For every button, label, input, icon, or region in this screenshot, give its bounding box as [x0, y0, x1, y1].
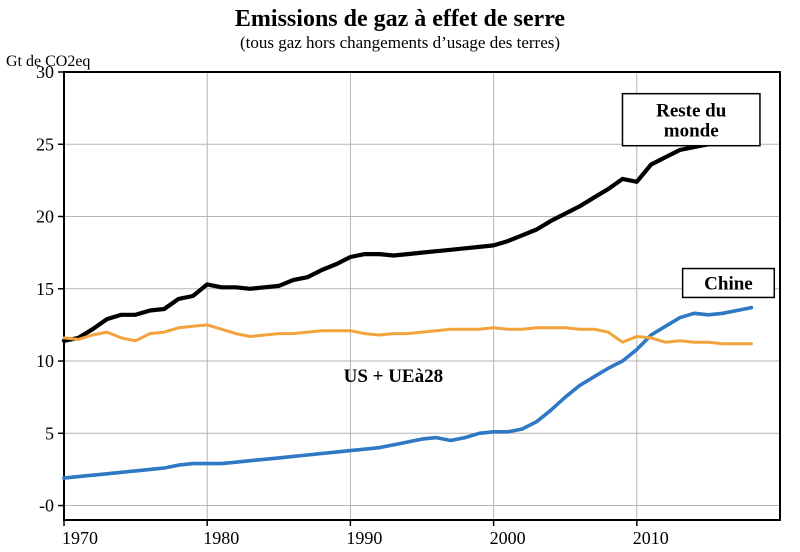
label-text-chine: Chine — [704, 274, 753, 295]
y-tick-label: 20 — [36, 207, 54, 227]
chart-title: Emissions de gaz à effet de serre — [235, 6, 566, 32]
y-tick-label: 30 — [36, 62, 54, 82]
y-tick-label: 10 — [36, 351, 54, 371]
label-text-reste_du_monde: Reste du — [656, 100, 727, 121]
label-text-us_ue28: US + UEà28 — [344, 366, 444, 387]
x-tick-label: 1990 — [346, 528, 382, 548]
x-tick-label: 2000 — [490, 528, 526, 548]
chart-subtitle: (tous gaz hors changements d’usage des t… — [240, 33, 560, 52]
y-tick-label: 5 — [45, 423, 54, 443]
x-tick-label: 1980 — [203, 528, 239, 548]
y-tick-label: 25 — [36, 134, 54, 154]
x-tick-label: 2010 — [633, 528, 669, 548]
label-text-reste_du_monde: monde — [664, 120, 719, 141]
y-tick-label: 15 — [36, 279, 54, 299]
x-tick-label: 1970 — [62, 528, 98, 548]
ghg-emissions-chart: Emissions de gaz à effet de serre(tous g… — [0, 0, 800, 552]
y-tick-label: -0 — [39, 496, 54, 516]
